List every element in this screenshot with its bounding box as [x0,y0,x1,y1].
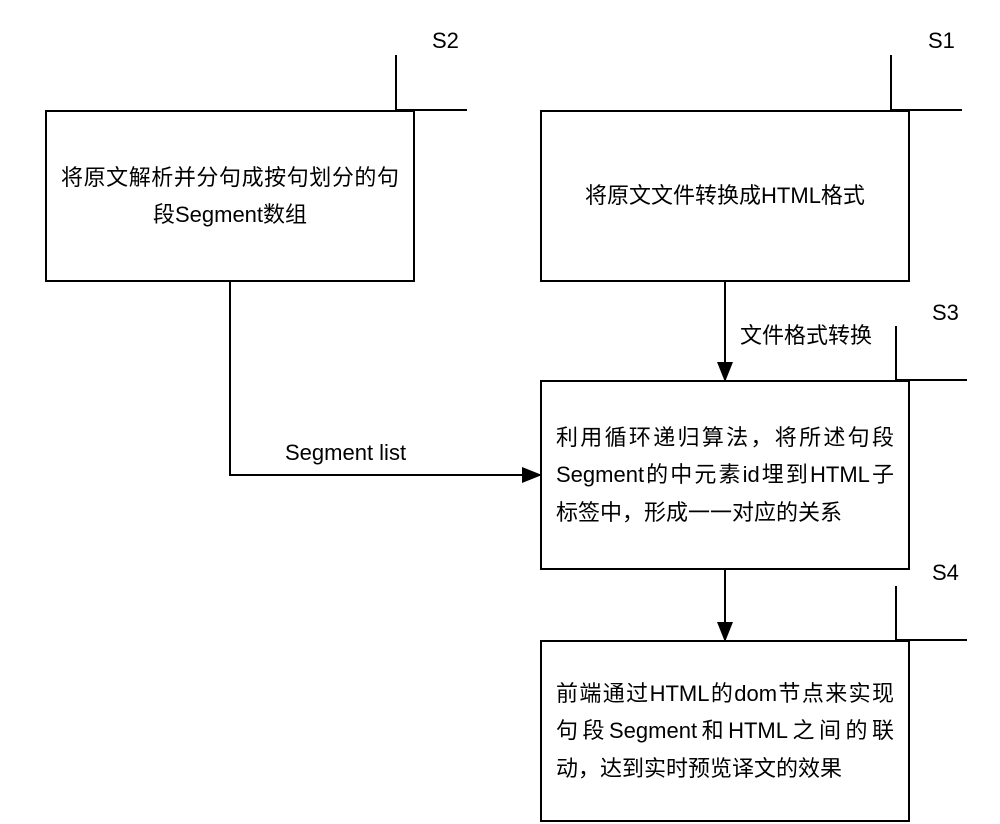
step-s2-label: S2 [432,28,459,54]
node-s4-text: 前端通过HTML的dom节点来实现句段Segment和HTML之间的联动，达到实… [556,675,894,787]
edge-e1-label: 文件格式转换 [740,318,872,350]
node-s1: 将原文文件转换成HTML格式 [540,110,910,282]
node-s4: 前端通过HTML的dom节点来实现句段Segment和HTML之间的联动，达到实… [540,640,910,822]
step-s3-tab [895,326,967,381]
step-s1-label: S1 [928,28,955,54]
node-s2-text: 将原文解析并分句成按句划分的句段Segment数组 [61,159,399,234]
step-s4-label: S4 [932,560,959,586]
step-s2-tab [395,55,467,111]
step-s4-tab [895,586,967,641]
node-s2: 将原文解析并分句成按句划分的句段Segment数组 [45,110,415,282]
node-s3: 利用循环递归算法，将所述句段Segment的中元素id埋到HTML子标签中，形成… [540,380,910,570]
step-s1-tab [890,55,962,111]
node-s3-text: 利用循环递归算法，将所述句段Segment的中元素id埋到HTML子标签中，形成… [556,419,894,531]
node-s1-text: 将原文文件转换成HTML格式 [585,177,865,214]
step-s3-label: S3 [932,300,959,326]
edge-e2-label: Segment list [285,440,406,466]
flowchart-canvas: S2 将原文解析并分句成按句划分的句段Segment数组 S1 将原文文件转换成… [0,0,1000,824]
